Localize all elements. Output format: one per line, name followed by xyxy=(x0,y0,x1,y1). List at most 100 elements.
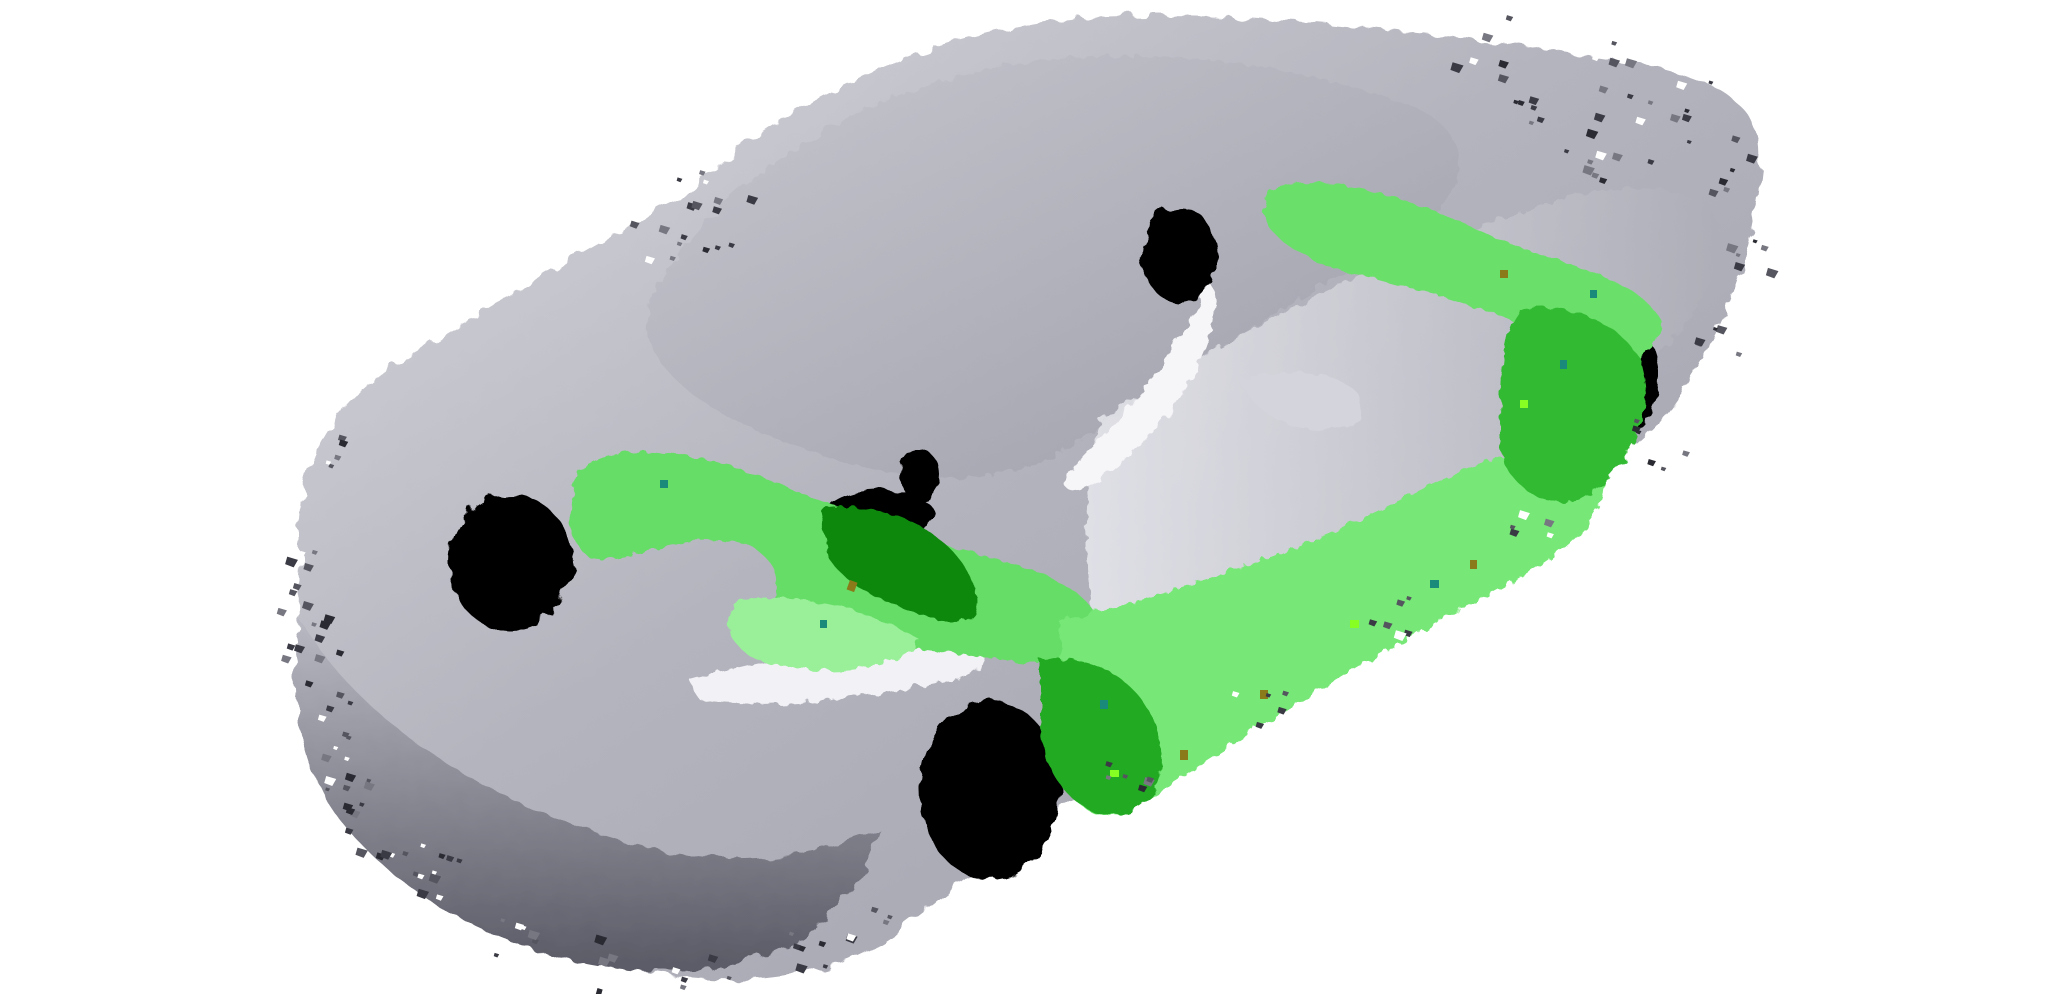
noise-speck xyxy=(1669,113,1681,123)
noise-speck xyxy=(308,433,322,444)
noise-speck xyxy=(323,614,336,624)
noise-speck xyxy=(1735,252,1741,258)
noise-speck xyxy=(1122,774,1129,779)
noise-speck xyxy=(1277,706,1287,715)
noise-speck xyxy=(644,255,655,265)
noise-speck xyxy=(1760,244,1769,252)
noise-speck xyxy=(594,934,608,946)
noise-speck xyxy=(321,753,332,763)
noise-speck xyxy=(1528,120,1535,126)
body-highlights xyxy=(690,280,1364,704)
noise-speck xyxy=(336,691,345,699)
noise-speck xyxy=(1591,172,1600,179)
noise-speck xyxy=(456,858,463,864)
noise-speck xyxy=(1231,691,1240,698)
noise-speck xyxy=(1255,721,1265,729)
green-dark-core xyxy=(820,507,978,622)
noise-speck xyxy=(285,556,298,568)
noise-speck xyxy=(1528,96,1540,106)
noise-speck xyxy=(286,643,296,651)
noise-speck xyxy=(680,976,689,983)
noise-speck xyxy=(679,984,687,991)
noise-speck xyxy=(1546,532,1554,539)
noise-speck xyxy=(1713,327,1718,332)
noise-speck xyxy=(1513,99,1519,105)
noise-speck xyxy=(1752,239,1758,244)
noise-speck xyxy=(314,654,326,664)
noise-speck xyxy=(1146,776,1155,783)
noise-speck xyxy=(1138,784,1148,793)
noise-speck xyxy=(1626,93,1634,100)
noise-speck xyxy=(300,551,306,556)
noise-speck xyxy=(325,705,335,713)
noise-speck xyxy=(333,745,339,751)
noise-speck xyxy=(713,196,724,205)
noise-speck xyxy=(669,255,676,262)
noise-speck xyxy=(691,200,703,211)
noise-speck xyxy=(317,714,327,722)
noise-speck xyxy=(818,940,827,948)
noise-speck xyxy=(311,622,317,627)
noise-speck xyxy=(420,843,426,849)
noise-speck xyxy=(1635,429,1642,435)
noise-speck xyxy=(520,925,527,931)
noise-speck xyxy=(1382,621,1393,630)
noise-speck xyxy=(1681,113,1692,123)
noise-speck xyxy=(1599,177,1608,185)
noise-speck xyxy=(1608,57,1621,68)
noise-speck xyxy=(292,583,302,591)
noise-speck xyxy=(1563,148,1570,154)
noise-speck xyxy=(363,781,375,791)
noise-speck xyxy=(304,680,314,688)
noise-speck xyxy=(347,700,354,706)
noise-speck xyxy=(276,607,287,617)
noise-speck xyxy=(359,802,365,807)
noise-speck xyxy=(1716,325,1728,335)
noise-speck xyxy=(1624,58,1638,69)
noise-speck xyxy=(1686,139,1692,145)
noise-speck xyxy=(1731,135,1741,144)
noise-speck xyxy=(707,954,719,963)
noise-speck xyxy=(1611,40,1618,46)
noise-speck xyxy=(1611,152,1623,162)
noise-speck xyxy=(342,802,354,812)
noise-speck xyxy=(500,918,506,923)
noise-speck xyxy=(346,735,352,741)
noise-speck xyxy=(417,873,425,880)
noise-speck xyxy=(412,871,420,877)
noise-speck xyxy=(1536,116,1545,124)
mirror-stub xyxy=(900,450,940,500)
noise-speck xyxy=(416,888,430,900)
noise-speck xyxy=(1723,186,1731,193)
noise-speck xyxy=(344,827,354,835)
noise-speck xyxy=(1593,112,1606,123)
green-side-strip xyxy=(1060,448,1604,817)
noise-speck xyxy=(1729,167,1736,173)
noise-speck xyxy=(1725,335,1735,344)
noise-speck xyxy=(846,933,857,942)
noise-speck xyxy=(1746,153,1758,164)
noise-speck xyxy=(281,654,292,664)
noise-speck xyxy=(714,245,721,251)
noise-speck xyxy=(1481,32,1494,43)
noise-speck xyxy=(1396,599,1406,607)
noise-speck xyxy=(1765,267,1779,279)
noise-speck xyxy=(531,938,539,945)
noise-speck xyxy=(699,170,706,176)
noise-speck xyxy=(1393,630,1407,641)
noise-speck xyxy=(1735,351,1743,357)
noise-speck xyxy=(728,242,735,248)
noise-speck xyxy=(435,894,444,901)
noise-speck xyxy=(1660,466,1667,472)
noise-speck xyxy=(342,784,351,792)
noise-speck xyxy=(1530,105,1538,111)
green-pale-edge xyxy=(729,597,920,671)
noise-speck xyxy=(671,967,681,975)
noise-speck xyxy=(324,775,337,787)
noise-speck xyxy=(1633,418,1640,424)
noise-speck xyxy=(1517,100,1525,106)
noise-speck xyxy=(1450,62,1464,74)
noise-speck xyxy=(344,756,350,762)
noise-speck xyxy=(702,179,709,185)
noise-speck xyxy=(891,946,900,954)
